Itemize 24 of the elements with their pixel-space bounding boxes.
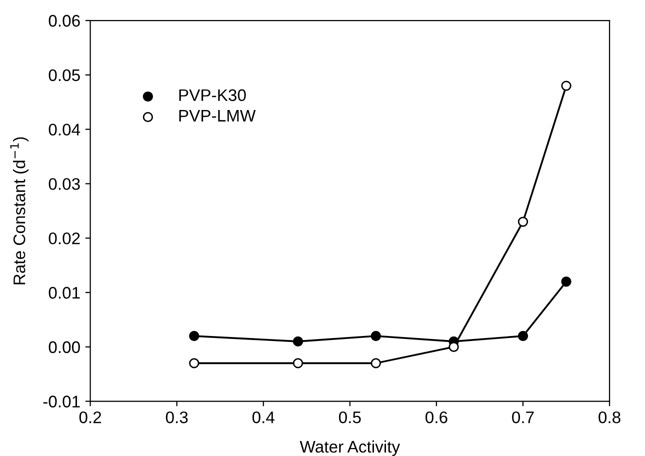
y-axis-title: Rate Constant (d$^{−1}$)	[10, 137, 29, 284]
legend-label: PVP-K30	[179, 89, 246, 102]
x-tick-label: 0.8	[598, 411, 620, 424]
point	[561, 276, 572, 287]
legend-label: PVP-LMW	[179, 110, 256, 122]
y-tick-label: 0.00	[48, 341, 80, 354]
y-tick-label: 0.02	[48, 232, 80, 244]
x-tick-label: 0.5	[338, 411, 361, 424]
x-axis-title: Water Activity	[300, 440, 400, 456]
x-tick-label: 0.2	[79, 411, 102, 424]
point	[292, 336, 304, 347]
x-tick-label: 0.4	[252, 411, 274, 424]
y-tick-label: 0.01	[48, 286, 80, 299]
point	[370, 330, 381, 342]
point	[189, 330, 200, 342]
x-tick-label: 0.7	[512, 411, 534, 424]
x-tick-label: 0.6	[426, 411, 448, 424]
y-tick-label: -0.01	[43, 396, 80, 408]
y-tick-label: 0.03	[48, 178, 80, 190]
y-tick-label: 0.06	[48, 14, 80, 27]
y-tick-label: 0.04	[48, 124, 80, 136]
point	[518, 330, 528, 342]
y-tick-label: 0.05	[48, 69, 80, 82]
x-tick-label: 0.3	[166, 411, 188, 424]
